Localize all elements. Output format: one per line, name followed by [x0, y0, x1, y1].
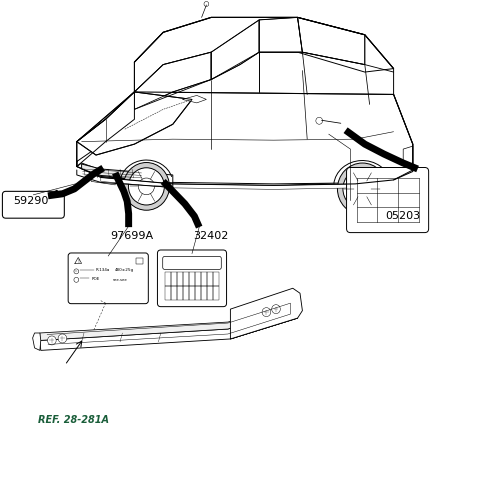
Bar [195, 286, 201, 300]
Bar [171, 286, 177, 300]
Bar [189, 272, 195, 286]
Polygon shape [77, 92, 134, 166]
Polygon shape [230, 288, 302, 339]
FancyBboxPatch shape [2, 191, 64, 218]
Bar [177, 286, 183, 300]
Circle shape [123, 163, 169, 210]
Text: POE: POE [91, 277, 99, 281]
Text: 480±25g: 480±25g [115, 268, 134, 272]
Polygon shape [211, 20, 259, 80]
Text: see.see: see.see [113, 278, 128, 282]
Text: 97699A: 97699A [110, 231, 154, 241]
Polygon shape [134, 52, 211, 109]
Text: !: ! [77, 259, 79, 264]
Polygon shape [40, 301, 295, 340]
Bar [165, 286, 171, 300]
Polygon shape [40, 308, 298, 350]
Circle shape [343, 168, 382, 209]
Polygon shape [259, 17, 302, 52]
Bar [207, 272, 213, 286]
FancyBboxPatch shape [157, 250, 227, 307]
Polygon shape [77, 92, 192, 155]
Bar [201, 272, 207, 286]
Bar [183, 286, 189, 300]
Circle shape [48, 336, 56, 345]
Polygon shape [182, 95, 206, 103]
FancyBboxPatch shape [68, 253, 148, 304]
Text: 05203: 05203 [385, 211, 421, 221]
Bar [183, 272, 189, 286]
Polygon shape [101, 177, 394, 189]
Bar [177, 272, 183, 286]
Bar [189, 286, 195, 300]
FancyBboxPatch shape [347, 167, 429, 233]
Text: R-134a: R-134a [96, 268, 110, 272]
Bar [195, 272, 201, 286]
Polygon shape [77, 155, 403, 186]
Polygon shape [298, 17, 365, 65]
Polygon shape [77, 163, 173, 183]
Text: 32402: 32402 [193, 231, 229, 241]
Polygon shape [82, 164, 144, 180]
Text: REF. 28-281A: REF. 28-281A [38, 415, 109, 425]
Bar [165, 272, 171, 286]
Polygon shape [33, 333, 41, 350]
Polygon shape [230, 301, 298, 339]
Bar [171, 272, 177, 286]
Polygon shape [91, 175, 115, 185]
Circle shape [337, 163, 387, 215]
Polygon shape [134, 17, 394, 92]
Circle shape [262, 308, 271, 317]
Circle shape [272, 305, 280, 314]
Bar [213, 286, 219, 300]
Circle shape [58, 334, 67, 343]
Circle shape [129, 168, 164, 205]
Bar [201, 286, 207, 300]
Text: 59290: 59290 [13, 196, 49, 206]
Bar [213, 272, 219, 286]
Bar [207, 286, 213, 300]
Polygon shape [77, 92, 413, 184]
Polygon shape [403, 146, 413, 165]
